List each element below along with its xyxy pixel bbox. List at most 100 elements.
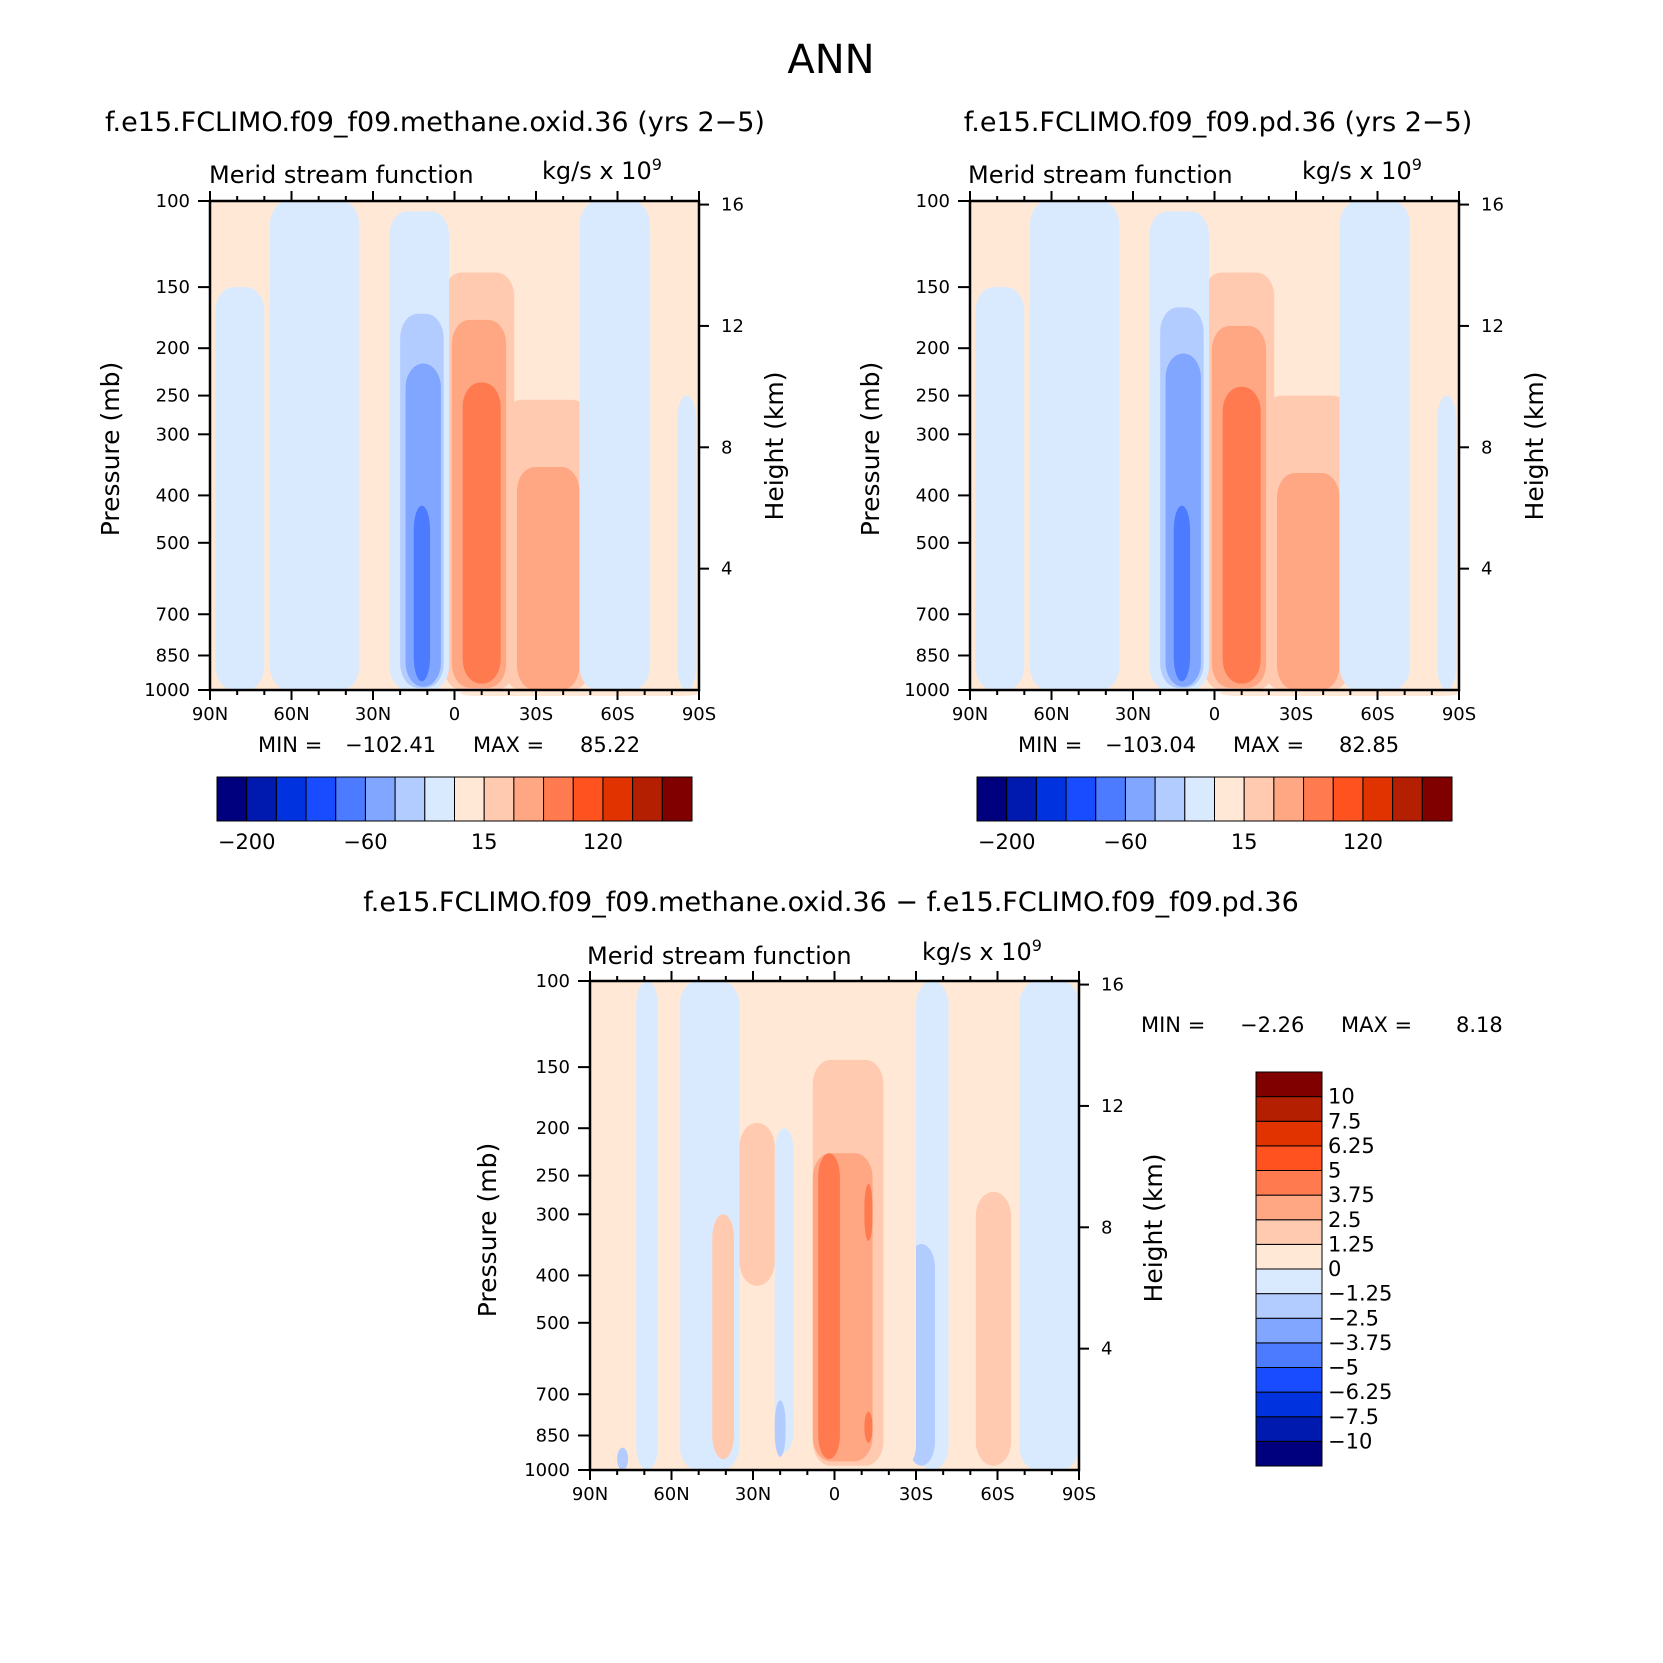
min-value: −103.04 [1105, 733, 1196, 757]
chart-units: kg/s x 109 [542, 155, 662, 185]
colorbar-swatch [1255, 1293, 1323, 1319]
colorbar-swatch [305, 776, 337, 822]
contour-cell [413, 505, 431, 682]
colorbar-swatch [1255, 1440, 1323, 1467]
colorbar-swatch [335, 776, 366, 822]
x-tick-label: 60S [1360, 704, 1394, 725]
y-tick-label: 400 [156, 485, 190, 506]
colorbar-label: −5 [1328, 1356, 1359, 1380]
max-label: MAX = [1341, 1013, 1412, 1037]
y-tick-label: 1000 [524, 1460, 570, 1481]
y-tick-label: 500 [536, 1313, 570, 1334]
panel-methane-oxid: f.e15.FCLIMO.f09_f09.methane.oxid.36 (yr… [96, 107, 789, 854]
contour-cell [1040, 454, 1093, 686]
x-tick-label: 60S [980, 1484, 1014, 1505]
y-tick-label: 150 [156, 277, 190, 298]
min-value: −2.26 [1240, 1013, 1304, 1037]
y-tick-label: 100 [156, 191, 190, 212]
max-value: 82.85 [1339, 733, 1399, 757]
y-tick-label: 200 [916, 338, 950, 359]
colorbar-label: 10 [1328, 1085, 1355, 1109]
y-right-tick-label: 8 [1481, 437, 1492, 458]
chart-units: kg/s x 109 [1302, 155, 1422, 185]
y-tick-label: 1000 [144, 680, 190, 701]
y-tick-label: 150 [536, 1057, 570, 1078]
y-axis-label-right: Height (km) [1520, 372, 1549, 521]
colorbar-label: −200 [218, 830, 276, 854]
case-label: f.e15.FCLIMO.f09_f09.pd.36 (yrs 2−5) [964, 107, 1472, 138]
min-value: −102.41 [345, 733, 436, 757]
y-tick-label: 850 [156, 645, 190, 666]
colorbar-swatch [246, 776, 277, 822]
contour-cell [774, 1128, 794, 1453]
y-right-tick-label: 16 [1101, 975, 1124, 996]
y-axis-label: Pressure (mb) [96, 362, 125, 536]
y-tick-label: 250 [916, 386, 950, 407]
y-tick-label: 300 [156, 424, 190, 445]
plot-area [590, 981, 1079, 1470]
colorbar-swatch [1065, 776, 1097, 822]
colorbar-swatch [1362, 776, 1394, 822]
colorbar-swatch [602, 776, 634, 822]
contour-cell [579, 201, 651, 690]
max-value: 85.22 [580, 733, 640, 757]
colorbar-label: 7.5 [1328, 1109, 1361, 1133]
case-label: f.e15.FCLIMO.f09_f09.methane.oxid.36 (yr… [105, 107, 765, 138]
colorbar-label: 0 [1328, 1257, 1341, 1281]
colorbar-swatch [1392, 776, 1423, 822]
y-right-tick-label: 12 [721, 316, 744, 337]
y-right-tick-label: 4 [721, 559, 732, 580]
colorbar-swatch [1124, 776, 1156, 822]
y-tick-label: 250 [156, 386, 190, 407]
y-right-tick-label: 16 [721, 195, 744, 216]
colorbar-swatch [1255, 1219, 1323, 1245]
y-tick-label: 400 [916, 485, 950, 506]
min-label: MIN = [1141, 1013, 1205, 1037]
colorbar-swatch [275, 776, 307, 822]
x-tick-label: 90N [952, 704, 988, 725]
contour-cell [1339, 201, 1411, 690]
colorbar-swatch [543, 776, 574, 822]
y-axis-label-right: Height (km) [1139, 1154, 1168, 1303]
chart-title: Merid stream function [587, 942, 852, 970]
y-tick-label: 1000 [904, 680, 950, 701]
contour-cell [1222, 386, 1261, 684]
colorbar-swatch [483, 776, 515, 822]
y-tick-label: 700 [916, 604, 950, 625]
figure-title: ANN [787, 37, 874, 83]
colorbar-swatch [1255, 1170, 1323, 1196]
colorbar-label: 5 [1328, 1159, 1341, 1183]
plot-area [210, 201, 699, 696]
x-tick-label: 30N [355, 704, 391, 725]
colorbar-label: 15 [1231, 830, 1258, 854]
contour-cell [864, 1183, 873, 1241]
case-label: f.e15.FCLIMO.f09_f09.methane.oxid.36 − f… [363, 887, 1299, 918]
colorbar-swatch [976, 776, 1008, 822]
y-tick-label: 500 [916, 533, 950, 554]
y-right-tick-label: 4 [1481, 559, 1492, 580]
y-right-tick-label: 12 [1481, 316, 1504, 337]
colorbar-label: 15 [471, 830, 498, 854]
contour-cell [712, 1214, 734, 1460]
x-tick-label: 30S [519, 704, 553, 725]
colorbar-label: −6.25 [1328, 1380, 1392, 1404]
x-tick-label: 60S [600, 704, 634, 725]
y-right-tick-label: 4 [1101, 1339, 1112, 1360]
y-tick-label: 200 [536, 1118, 570, 1139]
y-tick-label: 300 [536, 1204, 570, 1225]
contour-cell [864, 1411, 873, 1443]
contour-cell [459, 690, 699, 696]
y-right-tick-label: 12 [1101, 1096, 1124, 1117]
colorbar-swatch [1255, 1317, 1323, 1344]
contour-cell [617, 1447, 629, 1470]
chart-units: kg/s x 109 [922, 936, 1042, 966]
colorbar-swatch [1255, 1342, 1323, 1368]
colorbar-swatch [1214, 776, 1245, 822]
colorbar-swatch [364, 776, 396, 822]
colorbar: −200 −60 15 120 [216, 776, 693, 854]
x-tick-label: 90N [572, 1484, 608, 1505]
x-tick-label: 90S [682, 704, 716, 725]
y-tick-label: 850 [916, 645, 950, 666]
x-tick-label: 90S [1442, 704, 1476, 725]
